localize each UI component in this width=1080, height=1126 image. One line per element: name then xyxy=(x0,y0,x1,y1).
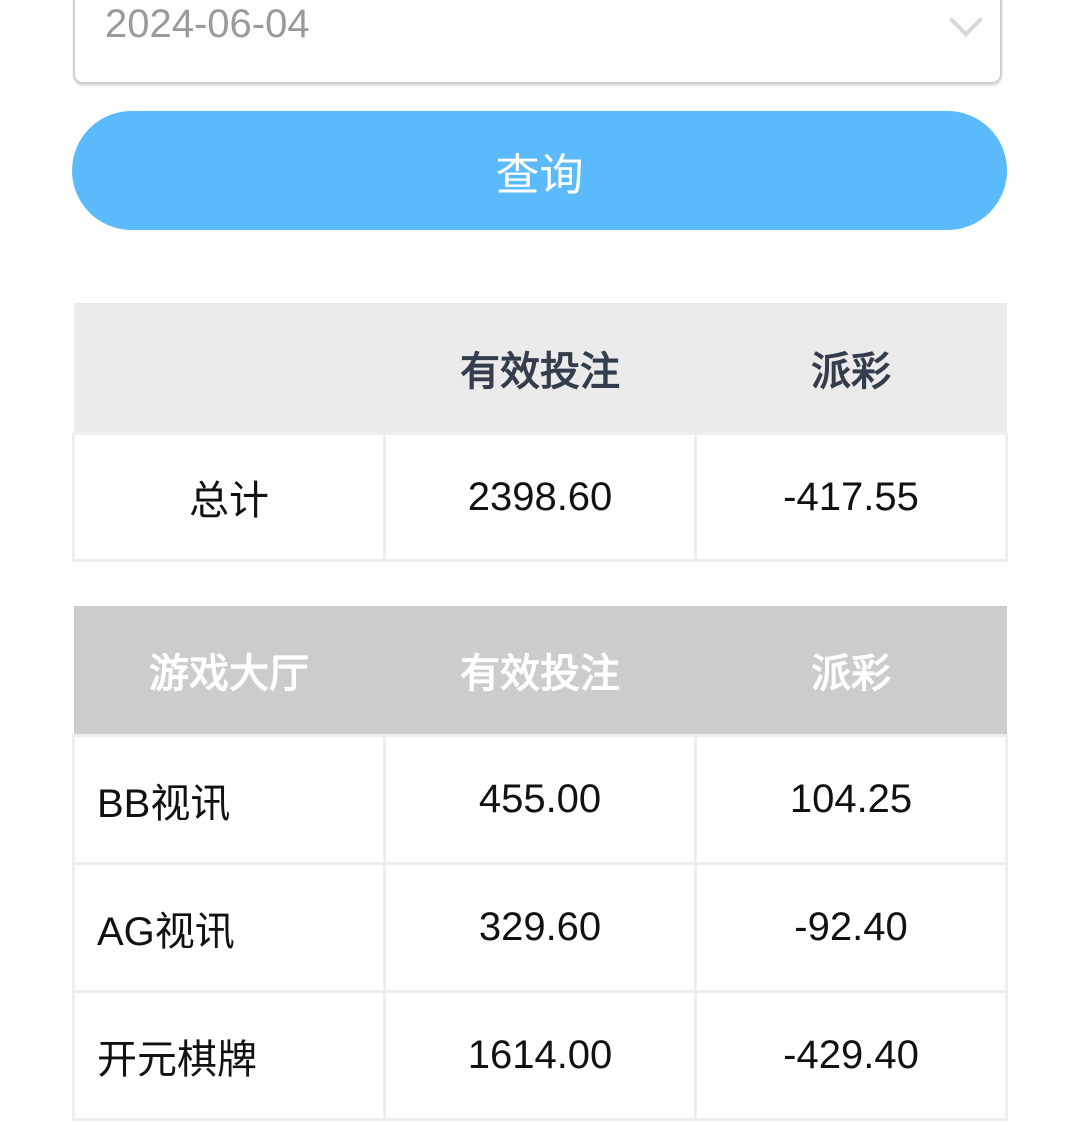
table-row: AG视讯 329.60 -92.40 xyxy=(72,862,1008,993)
summary-header-empty xyxy=(73,303,385,434)
hall-name: BB视讯 xyxy=(72,734,386,865)
payout-amount: -92.40 xyxy=(694,862,1008,993)
details-header-payout: 派彩 xyxy=(695,606,1007,736)
payout-amount: 104.25 xyxy=(694,734,1008,865)
payout-amount: -429.40 xyxy=(694,990,1008,1121)
bet-amount: 1614.00 xyxy=(383,990,697,1121)
details-header-row: 游戏大厅 有效投注 派彩 xyxy=(73,606,1007,736)
table-row: BB视讯 455.00 104.25 xyxy=(72,734,1008,865)
summary-row: 总计 2398.60 -417.55 xyxy=(72,432,1008,562)
summary-header-payout: 派彩 xyxy=(695,303,1007,434)
summary-payout: -417.55 xyxy=(694,432,1008,562)
summary-bet: 2398.60 xyxy=(383,432,697,562)
details-header-hall: 游戏大厅 xyxy=(73,606,385,736)
summary-header-bet: 有效投注 xyxy=(384,303,696,434)
details-table: 游戏大厅 有效投注 派彩 BB视讯 455.00 104.25 AG视讯 329… xyxy=(72,606,1008,1121)
bet-amount: 455.00 xyxy=(383,734,697,865)
hall-name: AG视讯 xyxy=(72,862,386,993)
details-header-bet: 有效投注 xyxy=(384,606,696,736)
query-button[interactable]: 查询 xyxy=(72,111,1007,230)
summary-label: 总计 xyxy=(72,432,386,562)
chevron-down-icon[interactable] xyxy=(949,3,983,37)
date-select[interactable]: 2024-06-04 xyxy=(73,0,1002,84)
hall-name: 开元棋牌 xyxy=(72,990,386,1121)
table-row: 开元棋牌 1614.00 -429.40 xyxy=(72,990,1008,1121)
bet-amount: 329.60 xyxy=(383,862,697,993)
summary-header-row: 有效投注 派彩 xyxy=(73,303,1007,434)
summary-table: 有效投注 派彩 总计 2398.60 -417.55 xyxy=(72,303,1008,562)
date-value: 2024-06-04 xyxy=(105,2,310,46)
